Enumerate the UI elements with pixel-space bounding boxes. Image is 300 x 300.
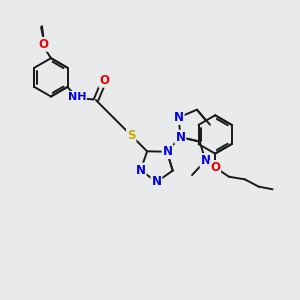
- Text: O: O: [39, 38, 49, 51]
- Text: NH: NH: [68, 92, 86, 102]
- Text: N: N: [152, 176, 161, 188]
- Text: O: O: [210, 161, 220, 174]
- Text: N: N: [176, 131, 185, 144]
- Text: N: N: [136, 164, 146, 177]
- Text: N: N: [200, 154, 211, 167]
- Text: O: O: [99, 74, 109, 87]
- Text: S: S: [127, 129, 136, 142]
- Text: N: N: [174, 111, 184, 124]
- Text: N: N: [163, 145, 172, 158]
